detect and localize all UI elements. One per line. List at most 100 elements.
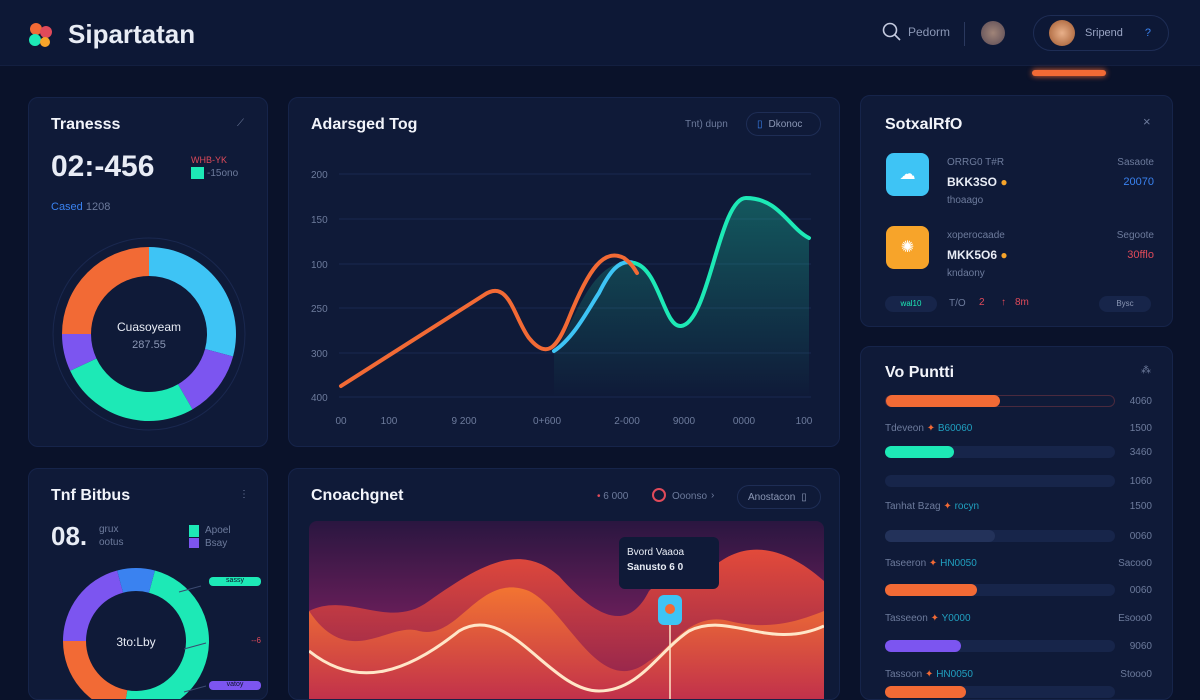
top-bar: Sipartatan Pedorm Sripend ? [0, 0, 1200, 66]
donut-segment [62, 247, 149, 334]
item-right-value: 30fflo [1127, 249, 1154, 261]
filter-label[interactable]: Tnt) dupn [685, 119, 728, 130]
item-right: 1500 [1129, 423, 1152, 434]
user-menu[interactable]: Sripend ? [1033, 15, 1169, 51]
tooltip: Bvord Vaaoa Sanusto 6 0 [619, 537, 719, 589]
arrow-up-icon: ↑ [1001, 297, 1006, 308]
x-tick-label: 2-000 [614, 416, 640, 427]
donut-label: 3to:Lby [116, 635, 156, 649]
subtitle-accent: Cased [51, 201, 83, 213]
progress-bar [885, 530, 1115, 542]
leader-line [183, 642, 207, 650]
footer-value: 2 [979, 297, 985, 308]
avatar[interactable] [981, 21, 1005, 45]
item-label: ORRG0 T#R [947, 157, 1005, 168]
line-chart: 200 150 100 250 300 400 00 100 9 200 0+600 2-000 90… [311, 170, 813, 427]
tag: --6 [251, 636, 261, 645]
progress-bar [885, 446, 1115, 458]
range-dropdown[interactable]: Anostacon ▯ [737, 485, 821, 509]
item-right-label: Sasaote [1117, 157, 1154, 168]
wave-chart [309, 521, 824, 699]
donut-segment [117, 568, 155, 593]
tooltip-line: Bvord Vaaoa [627, 547, 685, 558]
more-icon[interactable]: ⋮ [239, 489, 249, 500]
item-tag: Y0000 [941, 613, 971, 624]
legend-item: Ooonso [672, 491, 708, 502]
item-right: 1500 [1129, 501, 1152, 512]
chart-options-button[interactable]: ▯ Dkonoc [746, 112, 821, 136]
donut-segment [125, 570, 209, 699]
spark-icon: ✦ [943, 501, 952, 512]
legend-item: Bsay [205, 538, 228, 549]
y-tick-label: 300 [311, 349, 328, 360]
legend-item: Apoel [205, 525, 231, 536]
donut-ring [52, 237, 246, 431]
item-label: Tassoon [885, 669, 923, 680]
status-card: Tnf Bitbus ⋮ 08. grux ootus Apoel Bsay 3… [28, 468, 268, 700]
donut-segment [62, 334, 97, 371]
search-label: Pedorm [908, 25, 951, 39]
chevron-right-icon[interactable]: › [711, 490, 715, 501]
donut-chart [63, 568, 209, 699]
edit-icon[interactable]: ⟋ [237, 118, 244, 129]
search-icon [882, 22, 901, 41]
list-item[interactable]: Taseeron ✦ HN0050 [885, 558, 977, 569]
donut-segment [70, 358, 193, 421]
series-line-orange [339, 253, 639, 388]
close-icon[interactable]: × [1143, 114, 1151, 129]
item-tag: HN0050 [936, 669, 973, 680]
progress-value: 1060 [1129, 476, 1152, 487]
leader-line [178, 585, 202, 593]
logo-icon [29, 23, 52, 47]
progress-bar [885, 640, 1115, 652]
legend-item: 6 000 [603, 491, 629, 502]
search-button[interactable]: Pedorm [882, 22, 950, 42]
progress-value: 4060 [1129, 396, 1152, 407]
spark-icon: ✦ [925, 669, 934, 680]
spark-icon: ✦ [928, 558, 938, 569]
footer-text: T/O [949, 298, 966, 309]
item-name-text: BKK3SO [947, 175, 998, 189]
donut-chart [52, 237, 246, 431]
item-right-label: Segoote [1116, 230, 1154, 241]
leader-line [183, 685, 207, 693]
main-value: 02:-456 [51, 150, 155, 183]
main-value: 08. [51, 521, 88, 551]
card-title: Tnf Bitbus [51, 487, 131, 504]
sync-button[interactable]: Bysc [1099, 296, 1151, 312]
x-tick-label: 9 200 [451, 416, 476, 427]
list-item[interactable]: Tanhat Bzag ✦ rocyn [885, 501, 979, 512]
list-item[interactable]: Tassoon ✦ HN0050 [885, 669, 973, 680]
user-name: Sripend [1085, 27, 1123, 39]
gear-icon: ✺ [886, 226, 929, 269]
progress-fill [885, 686, 966, 698]
calendar-icon: ▯ [757, 118, 763, 130]
item-name: BKK3SO ● [947, 175, 1008, 189]
legend-swatch [189, 525, 199, 537]
list-item[interactable]: Tdeveon ✦ B60060 [885, 423, 972, 434]
settings-icon[interactable]: ⁂ [1141, 365, 1151, 376]
list-item[interactable]: Tasseeon ✦ Y0000 [885, 613, 971, 624]
help-icon[interactable]: ? [1144, 27, 1152, 39]
progress-indicator [1032, 70, 1106, 76]
tooltip-line: Sanusto 6 0 [627, 562, 684, 573]
item-sub: kndaony [947, 268, 985, 279]
legend-item: WHB-YK [191, 155, 227, 165]
progress-fill [886, 395, 1000, 407]
progress-value: 9060 [1129, 641, 1152, 652]
tag: vatoy [209, 681, 261, 690]
legend-item: -15ono [207, 168, 239, 179]
item-sub: thoaago [947, 195, 984, 206]
donut-segment [63, 570, 124, 641]
chevron-icon: ▯ [801, 491, 807, 503]
card-title: Cnoachgnet [311, 487, 404, 504]
progress-bar [885, 395, 1115, 407]
footer-value: 8m [1015, 297, 1029, 308]
app-name: Sipartatan [68, 19, 196, 49]
wave-area-front [309, 587, 824, 699]
x-tick-label: 00 [335, 416, 347, 427]
y-tick-label: 150 [311, 215, 328, 226]
value-sub: grux [99, 524, 119, 535]
y-tick-label: 200 [311, 170, 328, 181]
progress-value: 0060 [1129, 585, 1152, 596]
